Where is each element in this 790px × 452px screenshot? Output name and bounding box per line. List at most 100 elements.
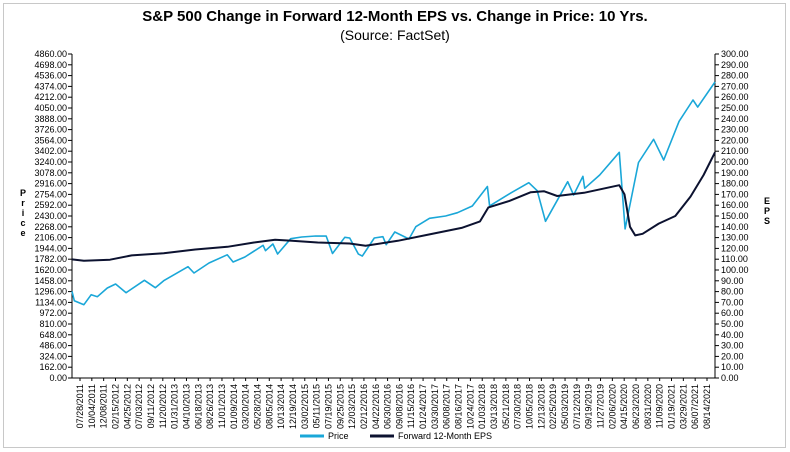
y-right-tick-label: 180.00 [721, 179, 749, 189]
axis-label-letter: P [763, 206, 770, 216]
x-tick-label: 03/30/2017 [430, 384, 440, 429]
x-tick-label: 07/30/2018 [513, 384, 523, 429]
x-tick-label: 01/24/2017 [418, 384, 428, 429]
x-tick-label: 07/12/2019 [572, 384, 582, 429]
legend-label-price: Price [328, 431, 349, 441]
y-right-tick-label: 270.00 [721, 81, 749, 91]
x-tick-label: 08/31/2020 [643, 384, 653, 429]
y-left-tick-label: 4536.00 [34, 71, 67, 81]
y-right-tick-label: 260.00 [721, 92, 749, 102]
x-tick-label: 08/16/2017 [454, 384, 464, 429]
y-left-tick-label: 324.00 [39, 351, 67, 361]
y-left-tick-label: 648.00 [39, 330, 67, 340]
y-right-tick-label: 110.00 [721, 254, 748, 264]
y-right-tick-label: 300.00 [721, 49, 749, 59]
y-right-tick-label: 200.00 [721, 157, 749, 167]
y-right-tick-label: 150.00 [721, 211, 749, 221]
x-tick-label: 03/13/2018 [489, 384, 499, 429]
x-tick-label: 07/28/2011 [75, 384, 85, 428]
x-tick-label: 12/08/2011 [99, 384, 109, 428]
y-right-tick-label: 20.00 [721, 351, 744, 361]
y-right-tick-label: 210.00 [721, 146, 749, 156]
y-right-tick-label: 70.00 [721, 297, 744, 307]
y-right-tick-label: 80.00 [721, 287, 744, 297]
y-left-tick-label: 486.00 [39, 341, 67, 351]
y-left-tick-label: 2754.00 [34, 189, 67, 199]
x-tick-label: 06/30/2016 [383, 384, 393, 429]
y-right-tick-label: 290.00 [721, 60, 749, 70]
x-tick-label: 11/09/2020 [655, 384, 665, 428]
axis-label-letter: S [763, 216, 770, 226]
x-tick-label: 11/27/2019 [596, 384, 606, 428]
y-left-tick-label: 972.00 [39, 308, 67, 318]
y-right-tick-label: 50.00 [721, 319, 744, 329]
series-line-price [71, 81, 716, 306]
series-line-eps [71, 151, 716, 262]
y-right-tick-label: 100.00 [721, 265, 749, 275]
x-tick-label: 12/13/2018 [536, 384, 546, 429]
x-tick-label: 03/02/2015 [300, 384, 310, 429]
x-tick-label: 04/10/2013 [181, 384, 191, 429]
x-tick-label: 12/03/2015 [347, 384, 357, 429]
x-tick-label: 04/25/2012 [122, 384, 132, 429]
x-tick-label: 06/08/2017 [442, 384, 452, 429]
y-right-tick-label: 220.00 [721, 135, 749, 145]
y-left-tick-label: 1944.00 [34, 243, 67, 253]
x-tick-label: 02/06/2020 [607, 384, 617, 429]
x-tick-label: 11/01/2013 [217, 384, 227, 428]
x-tick-label: 09/25/2015 [335, 384, 345, 429]
x-tick-label: 11/20/2012 [158, 384, 168, 428]
x-tick-label: 06/23/2020 [631, 384, 641, 429]
y-left-tick-label: 1134.00 [35, 297, 67, 307]
x-tick-label: 01/19/2021 [667, 384, 677, 429]
y-right-tick-label: 250.00 [721, 103, 749, 113]
y-left-tick-label: 3078.00 [34, 168, 67, 178]
x-tick-label: 09/08/2016 [394, 384, 404, 429]
y-left-tick-label: 2592.00 [34, 200, 67, 210]
y-left-tick-label: 1458.00 [34, 276, 67, 286]
x-tick-label: 01/31/2013 [170, 384, 180, 429]
axis-label-letter: i [21, 208, 25, 218]
axis-label-letter: r [21, 198, 25, 208]
y-left-tick-label: 1296.00 [34, 287, 67, 297]
x-tick-label: 10/13/2014 [276, 384, 286, 429]
x-tick-label: 02/15/2012 [110, 384, 120, 429]
y-right-tick-label: 60.00 [721, 308, 744, 318]
y-right-tick-label: 230.00 [721, 125, 749, 135]
x-tick-label: 10/04/2011 [87, 384, 97, 428]
y-left-tick-label: 2430.00 [34, 211, 67, 221]
y-left-tick-label: 3240.00 [34, 157, 67, 167]
y-right-tick-label: 120.00 [721, 243, 749, 253]
y-left-tick-label: 2106.00 [34, 233, 67, 243]
y-right-tick-label: 40.00 [721, 330, 744, 340]
y-left-tick-label: 4698.00 [34, 60, 67, 70]
y-left-tick-label: 1620.00 [34, 265, 67, 275]
axis-label-letter: e [20, 228, 26, 238]
x-tick-label: 12/19/2014 [288, 384, 298, 429]
y-left-tick-label: 3402.00 [34, 146, 67, 156]
x-tick-label: 05/03/2019 [560, 384, 570, 429]
x-tick-label: 08/26/2013 [205, 384, 215, 429]
y-right-tick-label: 170.00 [721, 189, 749, 199]
y-left-tick-label: 810.00 [39, 319, 67, 329]
axis-label-letter: c [20, 218, 26, 228]
x-tick-label: 08/05/2014 [264, 384, 274, 429]
y-left-tick-label: 3564.00 [34, 135, 67, 145]
x-tick-label: 11/15/2016 [406, 384, 416, 428]
x-tick-label: 05/21/2018 [501, 384, 511, 429]
y-left-tick-label: 162.00 [39, 362, 67, 372]
y-left-tick-label: 2268.00 [34, 222, 67, 232]
y-left-tick-label: 3726.00 [34, 125, 67, 135]
legend-label-eps: Forward 12-Month EPS [398, 431, 492, 441]
y-right-tick-label: 0.00 [721, 373, 739, 383]
x-tick-label: 01/03/2018 [477, 384, 487, 429]
x-tick-label: 09/19/2019 [584, 384, 594, 429]
y-left-tick-label: 3888.00 [34, 114, 67, 124]
y-left-tick-label: 1782.00 [34, 254, 67, 264]
y-right-tick-label: 90.00 [721, 276, 744, 286]
x-tick-label: 06/18/2013 [193, 384, 203, 429]
x-tick-label: 04/22/2016 [371, 384, 381, 429]
